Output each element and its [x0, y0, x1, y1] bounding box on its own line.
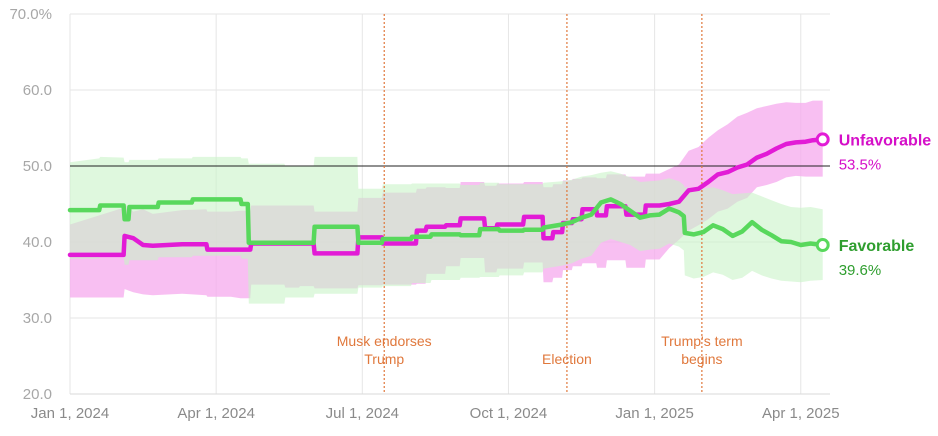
favorable-end-marker — [815, 238, 830, 253]
unfavorable-value-label: 53.5% — [839, 156, 882, 173]
axis-labels: 70.0% 60.0 50.0 40.0 30.0 20.0 Jan 1, 2024 Apr … — [9, 6, 839, 422]
confidence-bands — [70, 100, 823, 304]
favorable-value-label: 39.6% — [839, 262, 882, 279]
event-label: Trump — [364, 351, 404, 367]
favorable-series-line — [67, 197, 825, 248]
event-label: Trump's term — [661, 333, 743, 349]
event-label: Musk endorses — [337, 333, 432, 349]
x-tick-label: Jul 1, 2024 — [326, 405, 399, 422]
y-tick-label: 60.0 — [23, 82, 52, 99]
y-tick-label: 40.0 — [23, 234, 52, 251]
x-tick-label: Apr 1, 2025 — [762, 405, 840, 422]
unfavorable-end-marker — [815, 132, 830, 147]
y-tick-label: 70.0% — [9, 6, 52, 23]
y-tick-label: 20.0 — [23, 386, 52, 403]
favorable-confidence-band — [70, 156, 823, 304]
x-tick-label: Apr 1, 2024 — [177, 405, 255, 422]
x-tick-label: Oct 1, 2024 — [470, 405, 548, 422]
x-tick-label: Jan 1, 2025 — [615, 405, 693, 422]
unfavorable-series-name: Unfavorable — [839, 132, 932, 149]
favorable-series-name: Favorable — [839, 238, 915, 255]
x-tick-label: Jan 1, 2024 — [31, 405, 109, 422]
y-tick-label: 30.0 — [23, 310, 52, 327]
event-label: begins — [681, 351, 722, 367]
series-lines — [67, 137, 825, 258]
event-markers: Musk endorses Trump Election Trump's term be… — [337, 14, 743, 394]
y-tick-label: 50.0 — [23, 158, 52, 175]
end-labels: Unfavorable 53.5% Favorable 39.6% — [815, 132, 932, 279]
event-label: Election — [542, 351, 592, 367]
